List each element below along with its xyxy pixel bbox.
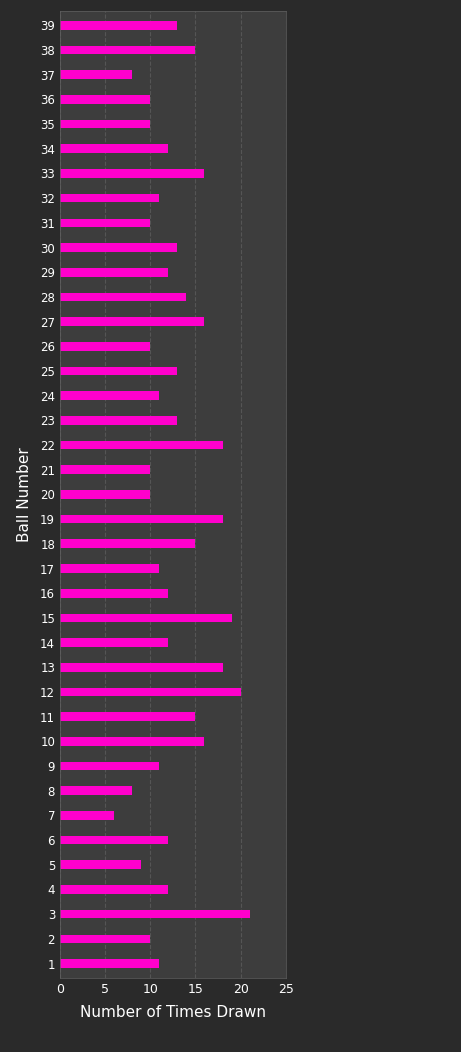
Bar [60, 367, 177, 376]
Bar [60, 959, 160, 968]
Bar [60, 811, 114, 820]
Bar [60, 910, 250, 918]
Bar [60, 861, 141, 869]
Bar [60, 514, 223, 524]
Bar [60, 144, 168, 154]
Bar [60, 416, 177, 425]
Bar [60, 490, 150, 499]
Bar [60, 787, 132, 795]
Y-axis label: Ball Number: Ball Number [17, 447, 32, 542]
Bar [60, 465, 150, 474]
Bar [60, 712, 195, 721]
Bar [60, 243, 177, 251]
Bar [60, 589, 168, 598]
Bar [60, 219, 150, 227]
Bar [60, 639, 168, 647]
Bar [60, 885, 168, 894]
Bar [60, 120, 150, 128]
Bar [60, 391, 160, 400]
Bar [60, 318, 205, 326]
Bar [60, 564, 160, 573]
Bar [60, 292, 186, 301]
Bar [60, 737, 205, 746]
Bar [60, 268, 168, 277]
Bar [60, 688, 241, 696]
Bar [60, 21, 177, 29]
Bar [60, 194, 160, 202]
Bar [60, 95, 150, 104]
Bar [60, 441, 223, 449]
Bar [60, 762, 160, 770]
Bar [60, 70, 132, 79]
Bar [60, 934, 150, 944]
Bar [60, 45, 195, 55]
X-axis label: Number of Times Drawn: Number of Times Drawn [80, 1005, 266, 1019]
Bar [60, 663, 223, 671]
Bar [60, 835, 168, 845]
Bar [60, 613, 231, 622]
Bar [60, 342, 150, 350]
Bar [60, 169, 205, 178]
Bar [60, 540, 195, 548]
